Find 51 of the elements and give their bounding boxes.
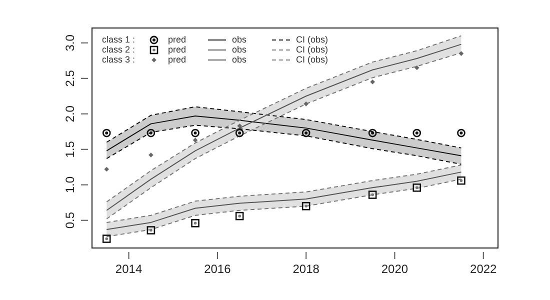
point: [302, 128, 310, 138]
point: [146, 128, 156, 138]
x-tick-label: 2018: [292, 262, 320, 276]
annotation: class 2 :: [102, 44, 136, 54]
line-series: [106, 164, 462, 223]
point: [302, 202, 310, 210]
point: [237, 124, 242, 128]
y-tick-label: 2.0: [63, 105, 77, 122]
point: [457, 128, 466, 138]
legend-label: pred: [168, 34, 186, 44]
point: [235, 212, 244, 220]
point: [458, 51, 464, 56]
y-tick-label: 3.0: [63, 34, 77, 52]
annotation: class 3 :: [102, 54, 136, 64]
y-tick-label: 1.0: [63, 176, 77, 194]
annotation: class 1 :: [102, 34, 136, 44]
point: [102, 128, 111, 138]
x-tick-label: 2016: [204, 262, 232, 276]
x-tick-label: 2022: [470, 262, 498, 276]
legend-label: pred: [168, 54, 186, 64]
point: [412, 184, 422, 192]
legend-label: obs: [232, 34, 248, 44]
line-series: [106, 124, 462, 165]
point: [191, 128, 200, 138]
point: [235, 128, 244, 138]
legend-label: CI (obs): [296, 44, 328, 54]
line-series: [106, 106, 462, 148]
legend-label: CI (obs): [296, 54, 328, 64]
point: [191, 219, 200, 228]
legend-label: pred: [168, 44, 186, 54]
point: [192, 138, 198, 143]
x-tick-label: 2014: [115, 262, 142, 276]
legend-label: obs: [232, 54, 248, 64]
point: [457, 176, 466, 185]
x-tick-label: 2020: [381, 262, 408, 276]
y-tick-label: 0.5: [63, 212, 77, 229]
legend-label: obs: [232, 44, 248, 54]
point: [368, 190, 377, 199]
line-series: [106, 116, 462, 156]
y-tick-label: 2.5: [63, 70, 77, 87]
point: [102, 234, 111, 243]
point: [304, 102, 308, 106]
point: [104, 166, 110, 172]
point: [368, 128, 377, 138]
point: [370, 80, 375, 84]
point: [412, 128, 422, 138]
y-tick-label: 1.5: [63, 140, 77, 158]
legend-label: CI (obs): [296, 34, 328, 44]
line-series: [106, 172, 462, 230]
point: [414, 65, 420, 70]
point: [146, 226, 156, 234]
